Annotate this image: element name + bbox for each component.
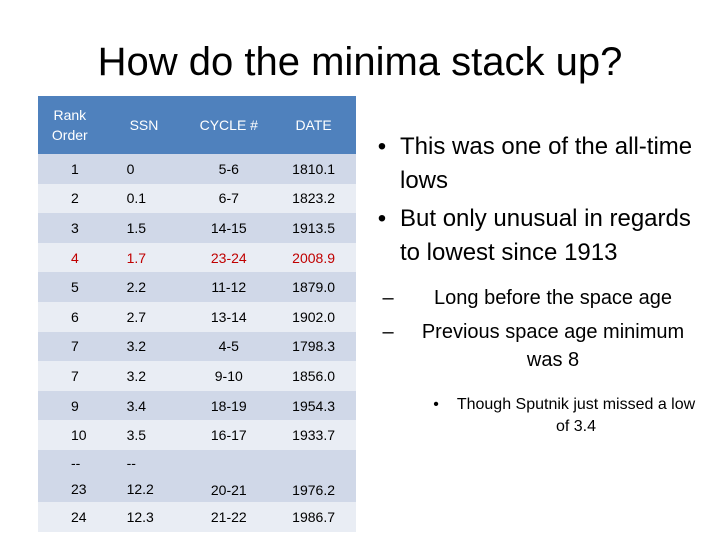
cell-ssn: 12.3 [101,501,187,532]
cell-ssn: -- 12.2 [101,449,187,502]
cell-cycle: 9-10 [186,361,272,391]
bullet-list: • This was one of the all-time lows • Bu… [364,130,704,438]
cell-cycle: 4-5 [186,331,272,362]
table-row: 7 3.2 9-10 1856.0 [38,361,356,391]
sub-bullet-text: Long before the space age [434,287,672,309]
cell-ssn: 3.2 [101,331,187,362]
cell-rank: 2 [38,183,102,214]
sub-sub-bullet-text: Though Sputnik just missed a low of 3.4 [456,396,696,435]
cell-date: 1823.2 [271,183,356,214]
cell-rank: 3 [38,213,102,243]
table-row: 1 0 5-6 1810.1 [38,154,356,184]
cell-ssn: 1.7 [101,242,187,273]
minima-table: Rank Order SSN CYCLE # DATE 1 0 5-6 1810… [38,96,356,532]
cell-date: 1986.7 [271,501,356,532]
bullet-item: • But only unusual in regards to lowest … [364,202,704,270]
cell-cycle: 5-6 [186,154,272,184]
cell-ssn: 3.2 [101,361,187,391]
cell-date: 1954.3 [271,390,356,421]
cell-rank: 24 [38,501,102,532]
table-row: 24 12.3 21-22 1986.7 [38,501,356,532]
cell-rank: 1 [38,154,102,184]
cell-ssn: 3.4 [101,390,187,421]
cell-rank: 6 [38,301,102,332]
header-ssn: SSN [101,96,187,154]
cell-rank: 5 [38,272,102,302]
table-header-row: Rank Order SSN CYCLE # DATE [38,96,356,154]
cell-rank: -- 23 [38,449,102,502]
cell-ssn: 2.2 [101,272,187,302]
dash-icon: – [382,321,394,343]
table-row: 2 0.1 6-7 1823.2 [38,183,356,214]
cell-cycle: 6-7 [186,183,272,214]
cell-ssn: 1.5 [101,213,187,243]
table-row: 7 3.2 4-5 1798.3 [38,331,356,362]
sub-bullet-text: Previous space age minimum was 8 [421,321,685,371]
cell-date: 1798.3 [271,331,356,362]
cell-date: 1902.0 [271,301,356,332]
cell-rank: 4 [38,242,102,273]
bullet-text: But only unusual in regards to lowest si… [400,205,691,266]
cell-date: 2008.9 [271,242,356,273]
cell-cycle: 18-19 [186,390,272,421]
cell-cycle: 16-17 [186,420,272,450]
cell-rank: 9 [38,390,102,421]
header-date: DATE [271,96,356,154]
cell-date: 1913.5 [271,213,356,243]
bullet-dot-icon: • [377,133,387,160]
table-row-highlighted: 4 1.7 23-24 2008.9 [38,242,356,273]
bullet-dot-icon: • [377,205,387,232]
cell-rank: 7 [38,361,102,391]
table-row: 6 2.7 13-14 1902.0 [38,301,356,332]
sub-bullet-item: – Long before the space age [364,284,704,312]
cell-cycle: 13-14 [186,301,272,332]
cell-date: 1976.2 [271,449,356,502]
bullet-item: • This was one of the all-time lows [364,130,704,198]
cell-ssn: 3.5 [101,420,187,450]
cell-date: 1933.7 [271,420,356,450]
cell-date: 1879.0 [271,272,356,302]
cell-rank: 7 [38,331,102,362]
table-row: 3 1.5 14-15 1913.5 [38,213,356,243]
dash-icon: – [382,287,394,309]
cell-rank: 10 [38,420,102,450]
cell-cycle: 20-21 [186,449,272,502]
cell-ssn: 2.7 [101,301,187,332]
sub-sub-bullet-item: • Though Sputnik just missed a low of 3.… [364,394,704,438]
cell-cycle: 14-15 [186,213,272,243]
cell-ssn: 0.1 [101,183,187,214]
cell-cycle: 11-12 [186,272,272,302]
cell-date: 1810.1 [271,154,356,184]
slide-title: How do the minima stack up? [97,40,623,84]
cell-cycle: 21-22 [186,501,272,532]
cell-ssn: 0 [101,154,187,184]
sub-bullet-item: – Previous space age minimum was 8 [364,318,704,374]
table-row: 10 3.5 16-17 1933.7 [38,420,356,450]
bullet-text: This was one of the all-time lows [400,133,693,194]
header-cycle: CYCLE # [186,96,272,154]
table-row: 5 2.2 11-12 1879.0 [38,272,356,302]
cell-date: 1856.0 [271,361,356,391]
header-rank-order: Rank Order [38,96,102,154]
bullet-dot-icon: • [433,396,439,413]
table-row: 9 3.4 18-19 1954.3 [38,390,356,421]
cell-cycle: 23-24 [186,242,272,273]
table-row: -- 23 -- 12.2 20-21 1976.2 [38,449,356,502]
